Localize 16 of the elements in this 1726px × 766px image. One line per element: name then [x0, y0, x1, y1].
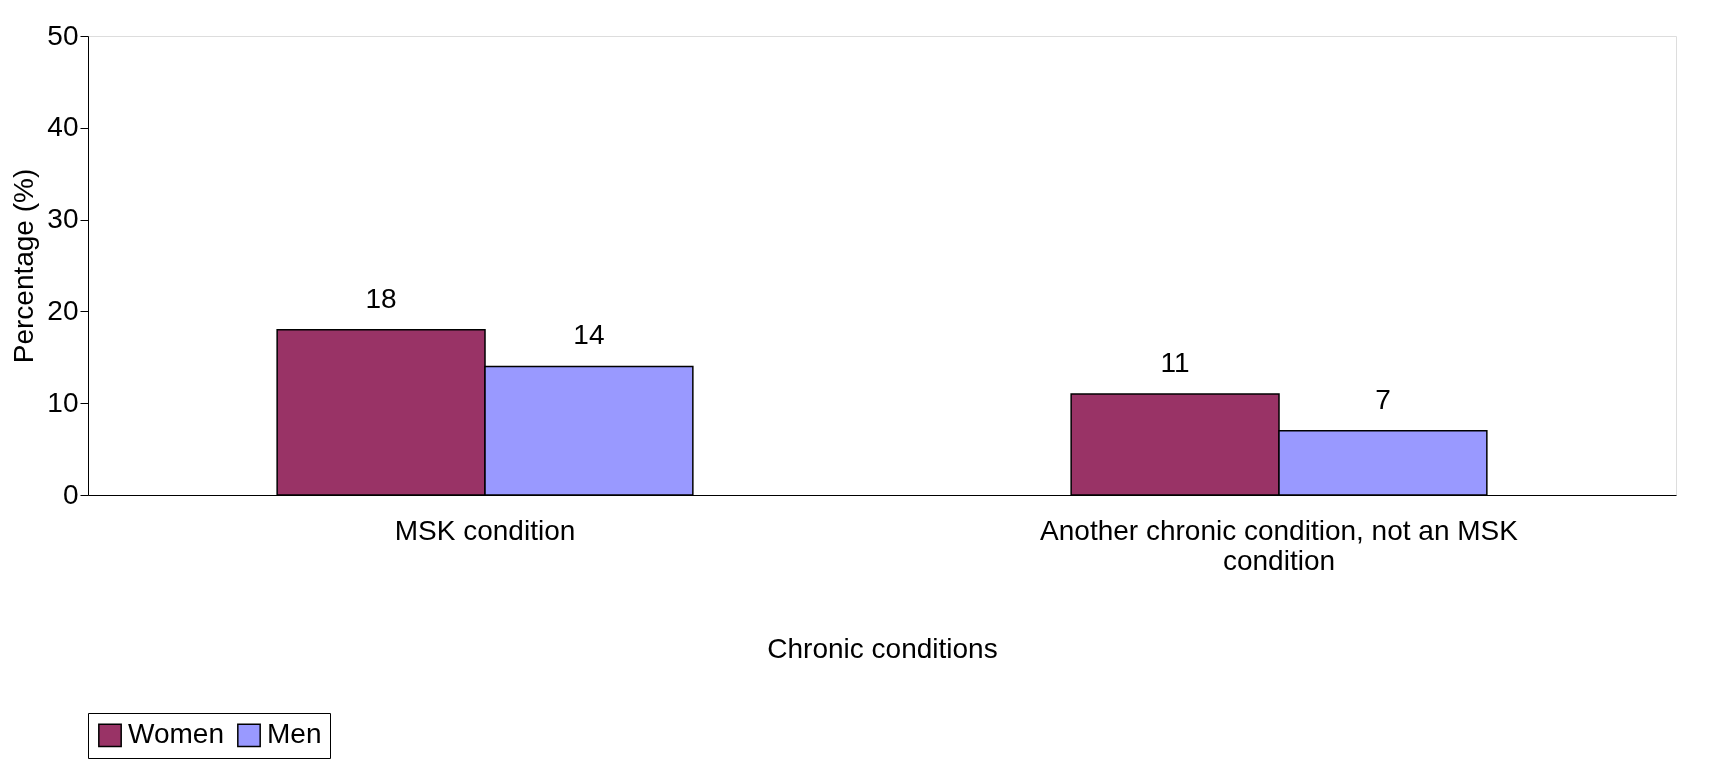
y-axis-title: Percentage (%)	[8, 168, 40, 364]
data-label: 14	[573, 319, 605, 351]
y-tick-label: 0	[62, 478, 79, 510]
data-label: 11	[1160, 347, 1190, 379]
y-tick-label: 50	[47, 19, 79, 51]
x-tick-label: Another chronic condition, not an MSK condition	[1040, 514, 1519, 576]
y-tick-label: 40	[47, 111, 79, 143]
legend-label: Men	[267, 718, 322, 750]
y-tick-label: 10	[47, 386, 79, 418]
legend-label: Women	[128, 718, 224, 750]
data-label: 18	[365, 282, 397, 314]
x-tick-label: MSK condition	[394, 514, 576, 546]
y-tick-label: 30	[47, 203, 79, 235]
data-label: 7	[1375, 383, 1391, 415]
x-axis-title: Chronic conditions	[767, 632, 998, 664]
y-tick-label: 20	[47, 294, 79, 326]
